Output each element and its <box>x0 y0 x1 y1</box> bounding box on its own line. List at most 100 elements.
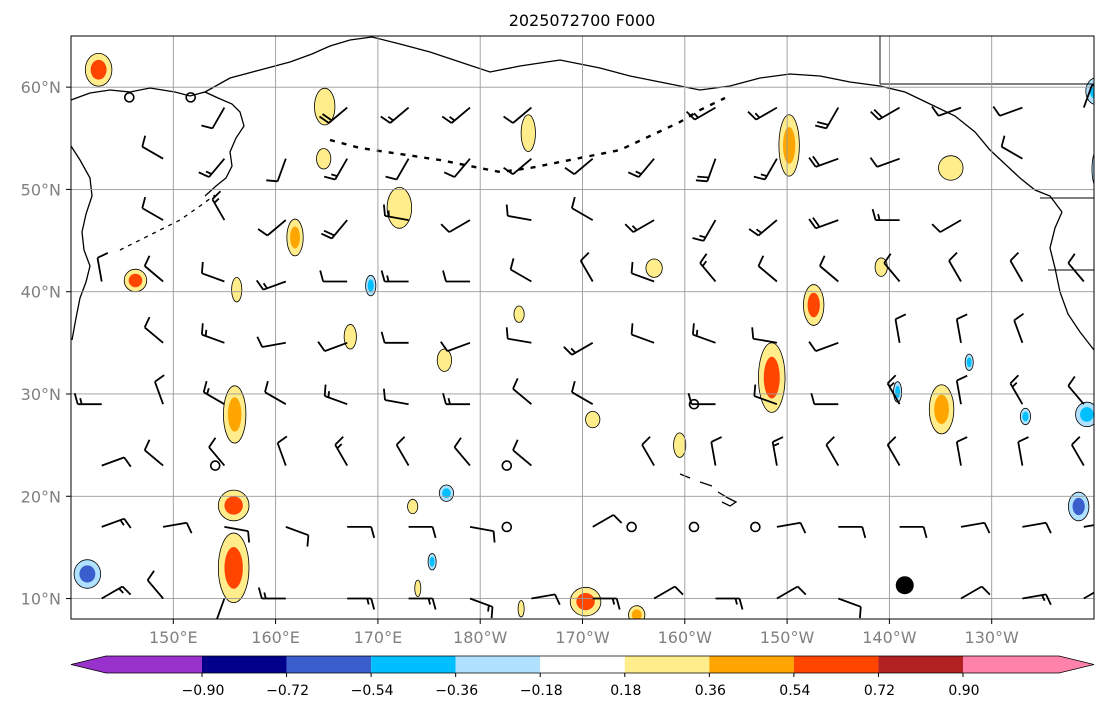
wind-barb <box>257 587 286 600</box>
wind-barb <box>710 436 722 466</box>
wind-barb-shape <box>1022 593 1052 606</box>
wind-barb-shape <box>141 135 164 160</box>
wind-barb-shape <box>563 342 594 356</box>
wind-barb <box>886 374 901 405</box>
wind-barb-shape <box>440 219 471 233</box>
colorbar-label: 0.36 <box>695 683 726 699</box>
region-inner <box>227 397 242 432</box>
wind-barb-shape <box>753 158 778 181</box>
calm-circle <box>185 92 196 103</box>
wind-barb <box>571 380 594 405</box>
wind-barb-shape <box>408 526 437 539</box>
wind-barb <box>870 106 901 121</box>
wind-barb-shape <box>276 435 288 466</box>
wind-barb <box>899 526 928 539</box>
region-outer <box>407 498 419 515</box>
region-outer <box>343 324 357 350</box>
x-tick-label: 150°W <box>760 628 815 647</box>
wind-barb <box>266 158 287 183</box>
wind-barb-shape <box>1083 524 1094 528</box>
shaded-region <box>628 605 646 619</box>
region-inner <box>895 385 901 399</box>
wind-barb <box>955 313 968 343</box>
coastlines <box>71 36 1094 507</box>
wind-barb <box>318 106 348 124</box>
region-outer <box>414 579 422 597</box>
shaded-region <box>314 87 336 126</box>
region-outer <box>436 348 452 372</box>
wind-barb-shape <box>264 380 287 405</box>
wind-barb <box>563 342 594 356</box>
y-axis-ticks: 10°N 20°N 30°N 40°N 50°N 60°N <box>21 78 71 609</box>
shaded-region <box>1091 152 1094 186</box>
wind-barb <box>317 341 348 352</box>
wind-barb-shape <box>96 252 109 282</box>
x-tick-label: 150°E <box>149 628 198 647</box>
wind-barb <box>512 439 532 467</box>
wind-barb <box>385 158 410 181</box>
wind-barb-shape <box>383 388 409 406</box>
aleutian-islands <box>329 96 726 174</box>
wind-barb <box>442 270 470 283</box>
colorbar-band <box>202 656 287 673</box>
colorbar-band <box>709 656 794 673</box>
wind-barb <box>1013 312 1025 344</box>
region-outer <box>673 432 687 458</box>
y-tick-label: 50°N <box>21 180 61 199</box>
wind-barb-shape <box>318 106 348 124</box>
shaded-region <box>365 274 377 297</box>
north-america-west-coast <box>1049 211 1094 351</box>
wind-barb-shape <box>871 208 900 221</box>
colorbar-label: −0.36 <box>435 683 478 699</box>
wind-barb <box>687 392 716 406</box>
colorbar: −0.90 −0.72 −0.54 −0.36 −0.18 0.18 0.36 0.54 0.7… <box>70 655 1095 699</box>
wind-barb-shape <box>266 158 287 183</box>
shaded-region <box>16 230 41 257</box>
wind-barb <box>825 436 840 467</box>
wind-barb-shape <box>748 219 778 237</box>
wind-barb <box>810 392 839 406</box>
wind-barb <box>146 570 164 600</box>
region-inner <box>224 546 243 589</box>
wind-barb <box>143 439 164 467</box>
wind-barb-shape <box>1009 251 1024 282</box>
y-tick-label: 30°N <box>21 385 61 404</box>
wind-barb <box>1009 251 1024 282</box>
wind-barb-shape <box>960 521 991 534</box>
wind-barbs <box>73 84 1094 619</box>
wind-barb-shape <box>385 158 410 181</box>
wind-barb-shape <box>571 380 594 405</box>
wind-barb <box>931 105 962 117</box>
wind-barb-shape <box>1067 253 1085 283</box>
wind-barb <box>503 158 532 175</box>
wind-barb-shape <box>955 436 968 466</box>
region-outer <box>16 230 41 257</box>
wind-barb-shape <box>1017 436 1029 466</box>
wind-barb <box>627 158 655 178</box>
region-inner <box>783 127 796 164</box>
wind-barb <box>143 255 164 283</box>
wind-barb-shape <box>503 158 532 175</box>
wind-barb <box>380 106 410 124</box>
wind-barb <box>285 526 310 547</box>
wind-barb-shape <box>825 436 840 467</box>
point-markers <box>895 576 914 595</box>
wind-barb-shape <box>334 436 348 467</box>
wind-barb <box>319 270 348 283</box>
colorbar-band <box>624 656 710 673</box>
wind-barb-shape <box>208 437 226 467</box>
y-tick-label: 10°N <box>21 590 61 609</box>
colorbar-label: −0.72 <box>266 683 309 699</box>
calm-circle <box>501 460 513 471</box>
wind-barb <box>1067 253 1085 283</box>
shaded-region <box>223 385 247 444</box>
shaded-region <box>1075 401 1094 428</box>
wind-barb-shape <box>380 331 409 344</box>
shaded-region <box>645 258 663 278</box>
wind-barb <box>564 158 594 175</box>
chart-title: 2025072700 F000 <box>509 11 656 30</box>
x-tick-label: 160°E <box>251 628 300 647</box>
wind-barb <box>630 323 655 344</box>
wind-barb-shape <box>630 261 655 283</box>
wind-barb-shape <box>380 106 410 124</box>
